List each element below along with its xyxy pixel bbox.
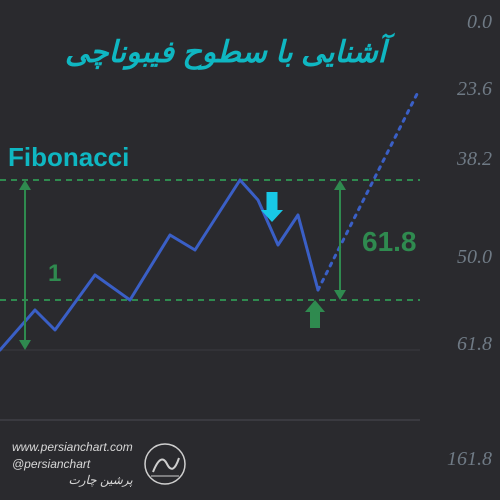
range-1-label: 1 — [48, 260, 61, 288]
footer: www.persianchart.com @persianchart پرشین… — [12, 439, 187, 488]
fib-axis-labels: 0.0 23.6 38.2 50.0 61.8 161.8 — [447, 11, 492, 470]
svg-text:50.0: 50.0 — [457, 246, 492, 268]
footer-handle: @persianchart — [12, 456, 133, 472]
fibonacci-chart: 0.023.638.250.061.8161.8 — [0, 0, 500, 500]
svg-text:61.8: 61.8 — [457, 333, 492, 355]
svg-text:38.2: 38.2 — [456, 148, 492, 170]
brand-logo-icon — [143, 442, 187, 486]
svg-text:161.8: 161.8 — [447, 448, 492, 470]
footer-brand: پرشین چارت — [12, 472, 133, 488]
green-up-arrow-icon — [305, 300, 325, 328]
svg-text:0.0: 0.0 — [467, 11, 492, 33]
projection-line — [318, 92, 418, 290]
svg-text:23.6: 23.6 — [457, 78, 492, 100]
value-618-label: 61.8 — [362, 226, 417, 258]
footer-url: www.persianchart.com — [12, 439, 133, 455]
